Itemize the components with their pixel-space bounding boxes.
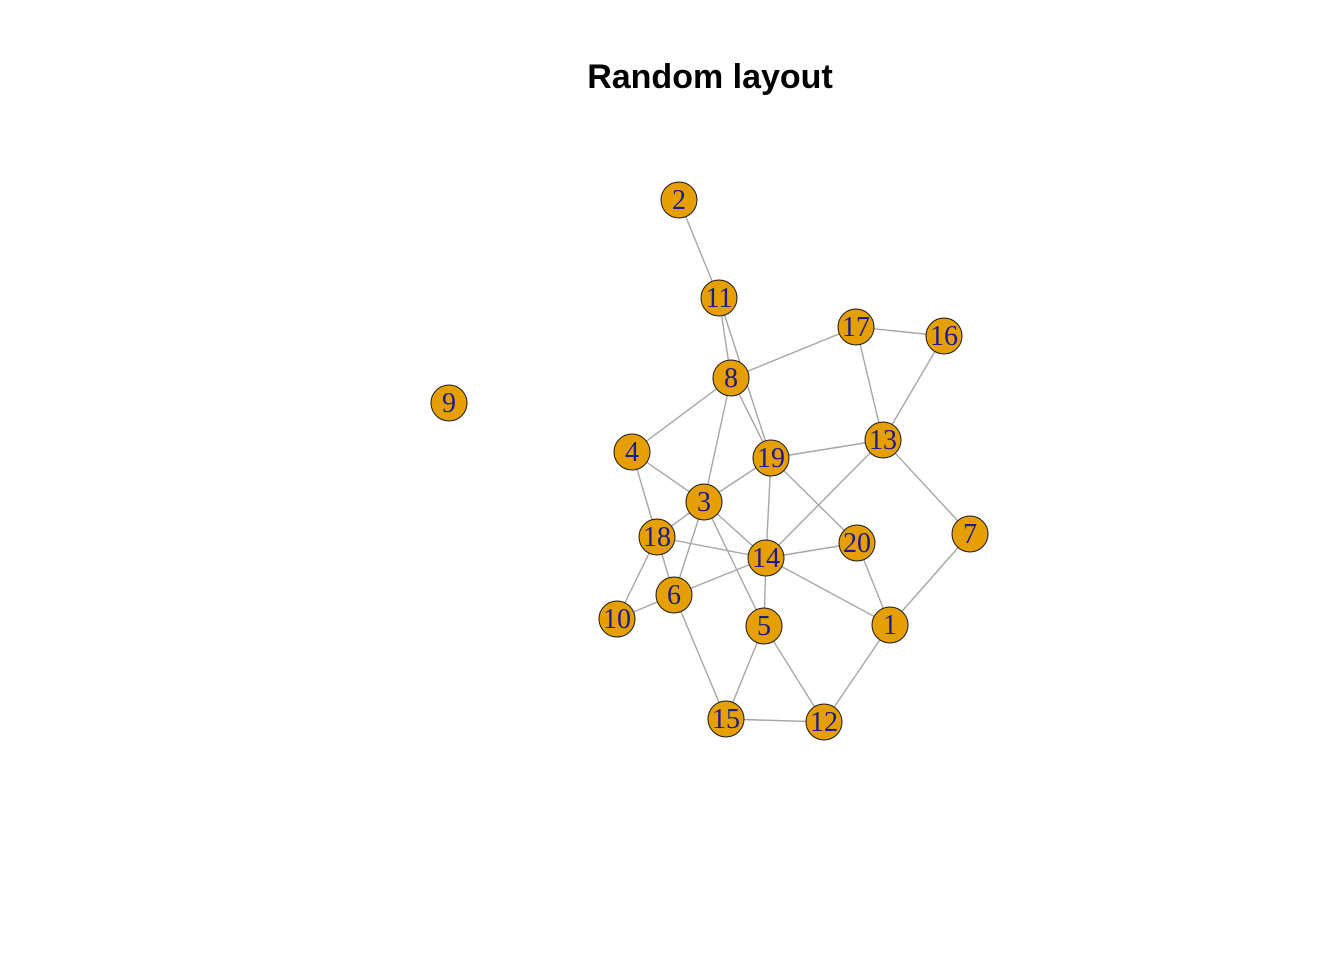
edge-3-5 <box>703 501 765 627</box>
node-label-8: 8 <box>724 363 738 394</box>
node-label-9: 9 <box>442 388 456 419</box>
node-circle-19 <box>752 439 790 477</box>
node-2: 2 <box>660 181 698 219</box>
edge-17-13 <box>855 326 884 441</box>
node-11: 11 <box>700 279 738 317</box>
node-label-2: 2 <box>672 185 686 216</box>
node-15: 15 <box>707 700 745 738</box>
node-13: 13 <box>864 421 902 459</box>
node-circle-4 <box>613 433 651 471</box>
node-label-20: 20 <box>843 528 871 559</box>
node-circle-1 <box>871 606 909 644</box>
node-circle-2 <box>660 181 698 219</box>
edge-19-20 <box>770 457 858 544</box>
edge-8-3 <box>703 377 732 503</box>
node-7: 7 <box>951 515 989 553</box>
node-circle-18 <box>638 518 676 556</box>
edge-6-15 <box>673 594 727 720</box>
node-18: 18 <box>638 518 676 556</box>
edge-13-7 <box>882 439 971 535</box>
edge-1-12 <box>823 624 891 723</box>
node-6: 6 <box>655 576 693 614</box>
node-circle-13 <box>864 421 902 459</box>
edges-layer <box>616 199 971 723</box>
node-10: 10 <box>598 600 636 638</box>
node-circle-10 <box>598 600 636 638</box>
node-label-15: 15 <box>712 704 740 735</box>
edge-18-14 <box>656 536 767 559</box>
node-label-19: 19 <box>757 443 785 474</box>
node-circle-20 <box>838 524 876 562</box>
node-label-5: 5 <box>757 611 771 642</box>
node-9: 9 <box>430 384 468 422</box>
node-5: 5 <box>745 607 783 645</box>
node-label-3: 3 <box>697 487 711 518</box>
node-circle-9 <box>430 384 468 422</box>
node-circle-16 <box>925 317 963 355</box>
node-4: 4 <box>613 433 651 471</box>
node-label-13: 13 <box>869 425 897 456</box>
node-circle-11 <box>700 279 738 317</box>
node-label-12: 12 <box>810 707 838 738</box>
node-label-4: 4 <box>625 437 639 468</box>
edge-19-13 <box>770 439 884 459</box>
node-circle-5 <box>745 607 783 645</box>
edge-14-1 <box>765 557 891 626</box>
node-label-7: 7 <box>963 519 977 550</box>
node-label-10: 10 <box>603 604 631 635</box>
edge-8-17 <box>730 326 857 379</box>
node-circle-8 <box>712 359 750 397</box>
node-19: 19 <box>752 439 790 477</box>
node-label-14: 14 <box>752 543 780 574</box>
node-1: 1 <box>871 606 909 644</box>
node-label-11: 11 <box>706 283 733 314</box>
node-circle-7 <box>951 515 989 553</box>
edge-7-1 <box>889 533 971 626</box>
node-17: 17 <box>837 308 875 346</box>
node-label-1: 1 <box>883 610 897 641</box>
node-circle-14 <box>747 539 785 577</box>
node-label-16: 16 <box>930 321 958 352</box>
edge-13-14 <box>765 439 884 559</box>
node-label-17: 17 <box>842 312 870 343</box>
node-circle-12 <box>805 703 843 741</box>
edge-5-12 <box>763 625 825 723</box>
edge-8-4 <box>631 377 732 453</box>
node-12: 12 <box>805 703 843 741</box>
node-circle-6 <box>655 576 693 614</box>
node-circle-3 <box>685 483 723 521</box>
plot-title: Random layout <box>587 58 833 96</box>
node-circle-15 <box>707 700 745 738</box>
node-16: 16 <box>925 317 963 355</box>
node-label-6: 6 <box>667 580 681 611</box>
node-3: 3 <box>685 483 723 521</box>
node-8: 8 <box>712 359 750 397</box>
edge-16-13 <box>882 335 945 441</box>
node-label-18: 18 <box>643 522 671 553</box>
node-20: 20 <box>838 524 876 562</box>
node-14: 14 <box>747 539 785 577</box>
node-circle-17 <box>837 308 875 346</box>
